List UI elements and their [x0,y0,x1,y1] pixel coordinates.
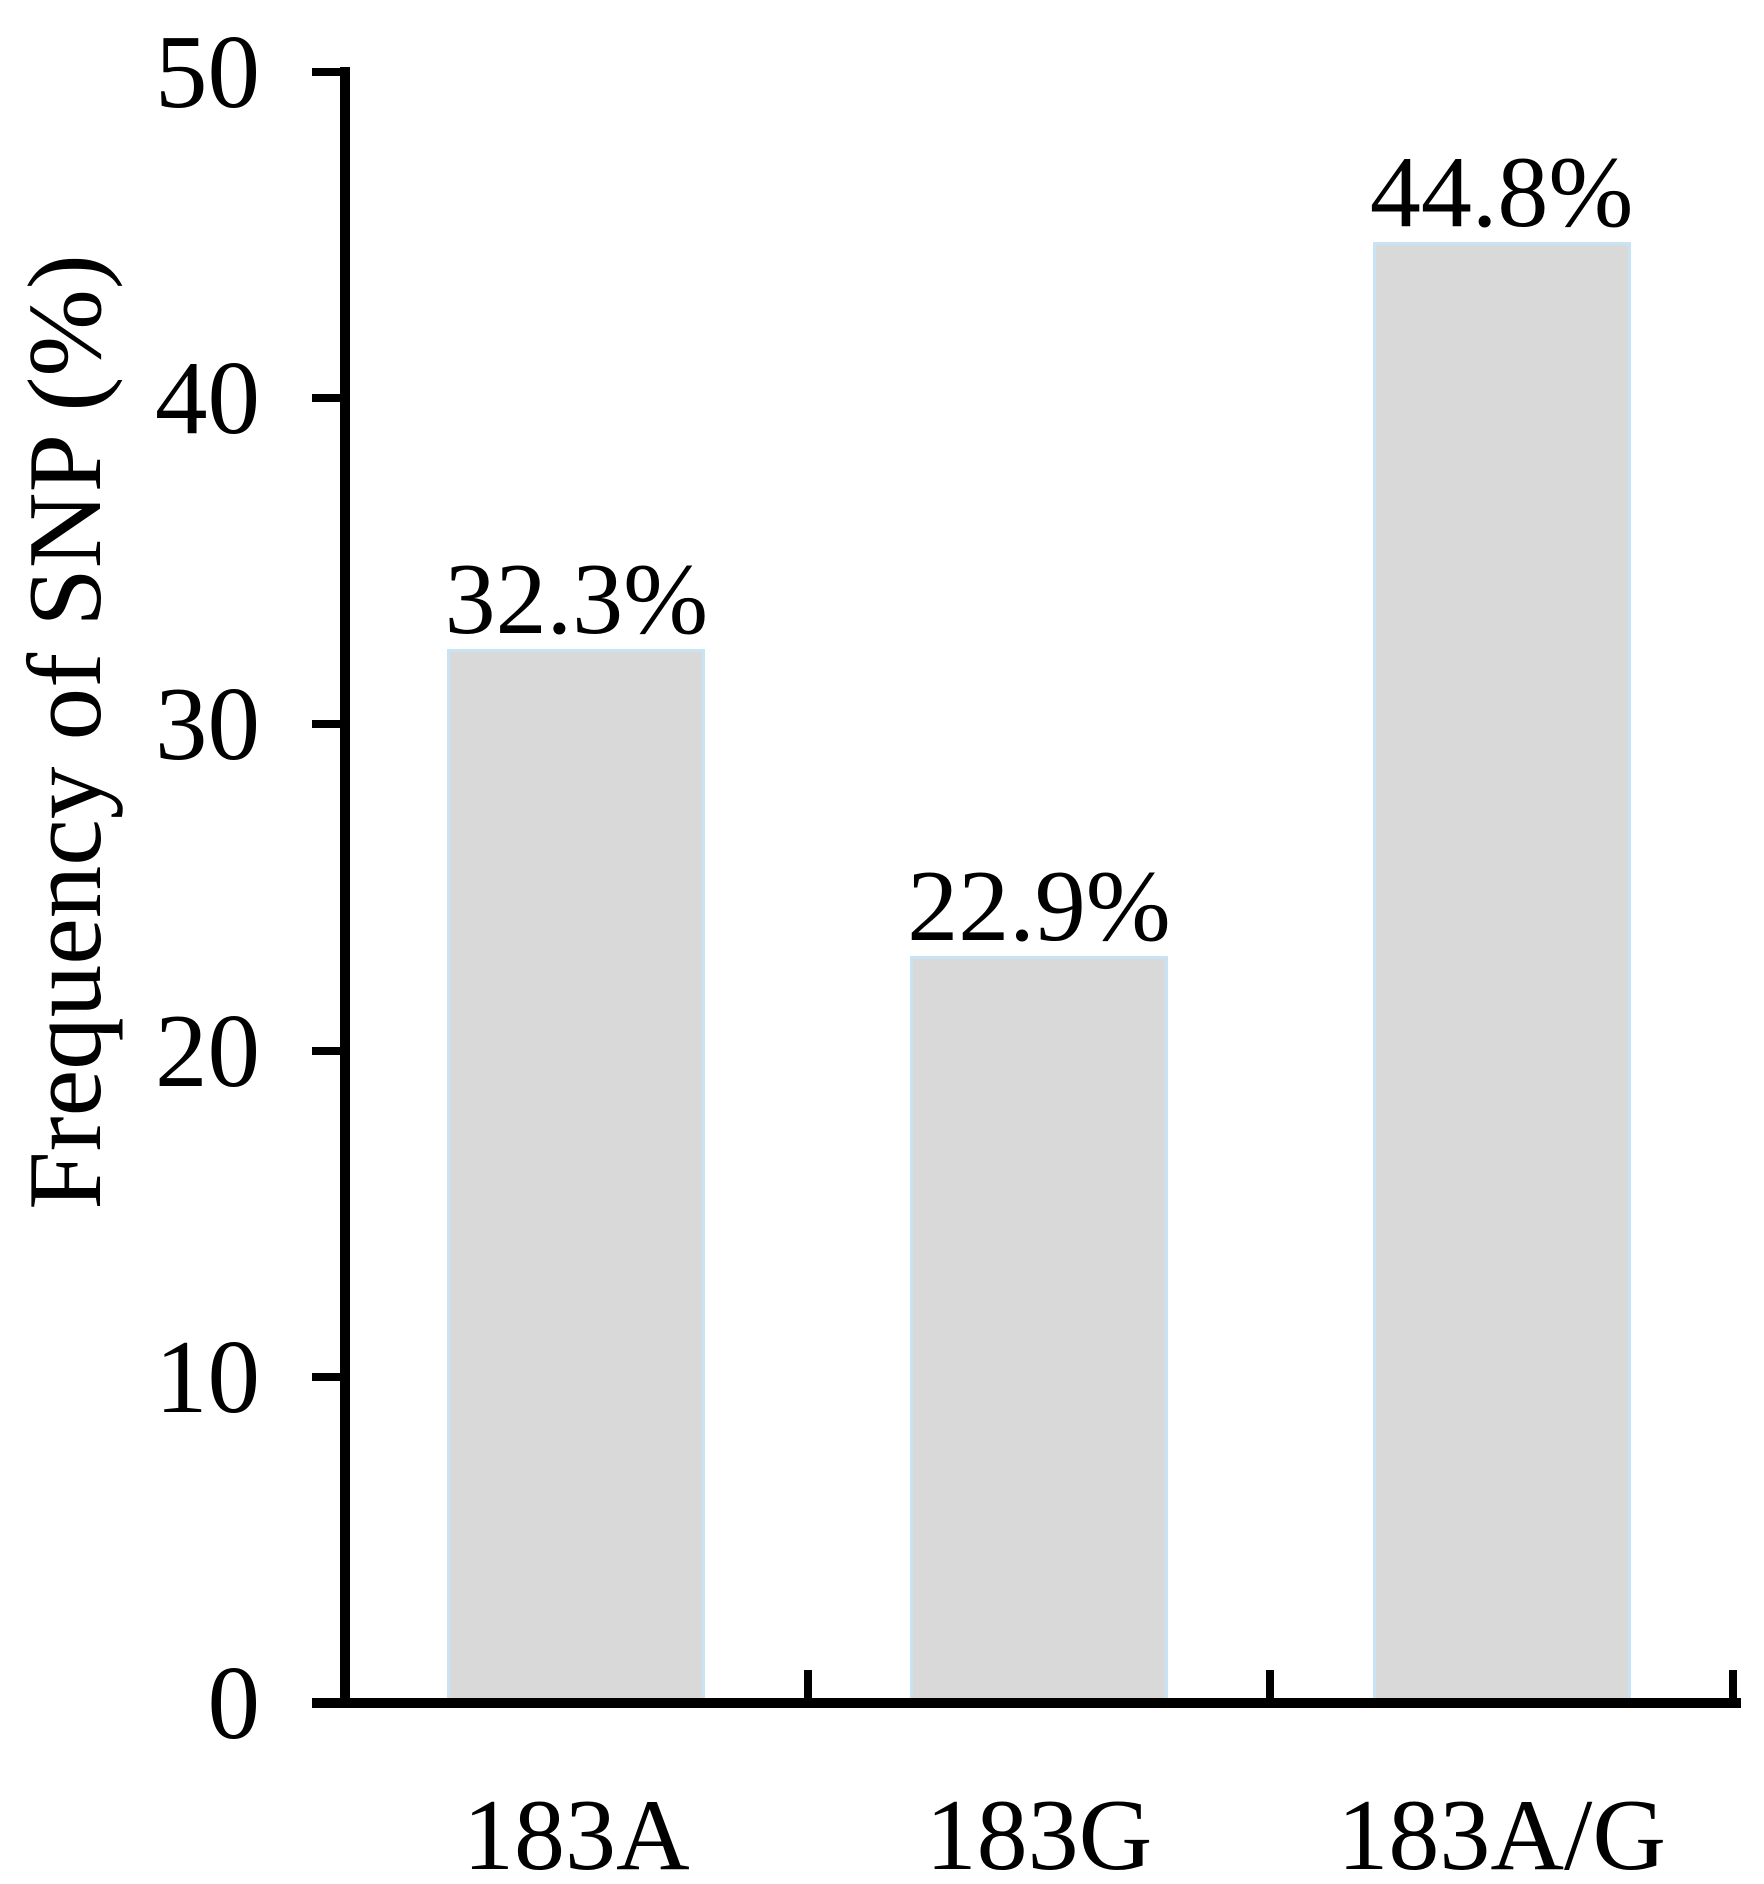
y-tick-label: 20 [155,991,260,1109]
bar-value-label: 32.3% [444,543,709,657]
category-label: 183A [462,1779,690,1884]
x-tick [1729,1670,1737,1703]
y-tick [312,1046,345,1055]
y-tick [312,1699,345,1707]
y-tick-label: 0 [207,1644,261,1761]
y-tick [312,1372,345,1381]
bar-value-label: 44.8% [1369,135,1634,249]
y-tick-label: 50 [155,13,260,130]
x-axis-line [312,1698,1741,1708]
x-tick [1266,1670,1275,1703]
y-tick [312,68,345,76]
bar [910,956,1168,1703]
y-tick [312,394,345,403]
y-tick-label: 10 [155,1317,260,1435]
bar [447,649,706,1703]
y-tick-label: 40 [155,339,260,457]
bar [1372,241,1631,1703]
category-label: 183G [925,1779,1153,1884]
category-label: 183A/G [1337,1779,1666,1884]
x-tick [803,1670,812,1703]
y-axis-line [340,67,350,1708]
y-tick [312,720,345,729]
y-tick-label: 30 [155,665,260,783]
bar-value-label: 22.9% [907,850,1171,963]
